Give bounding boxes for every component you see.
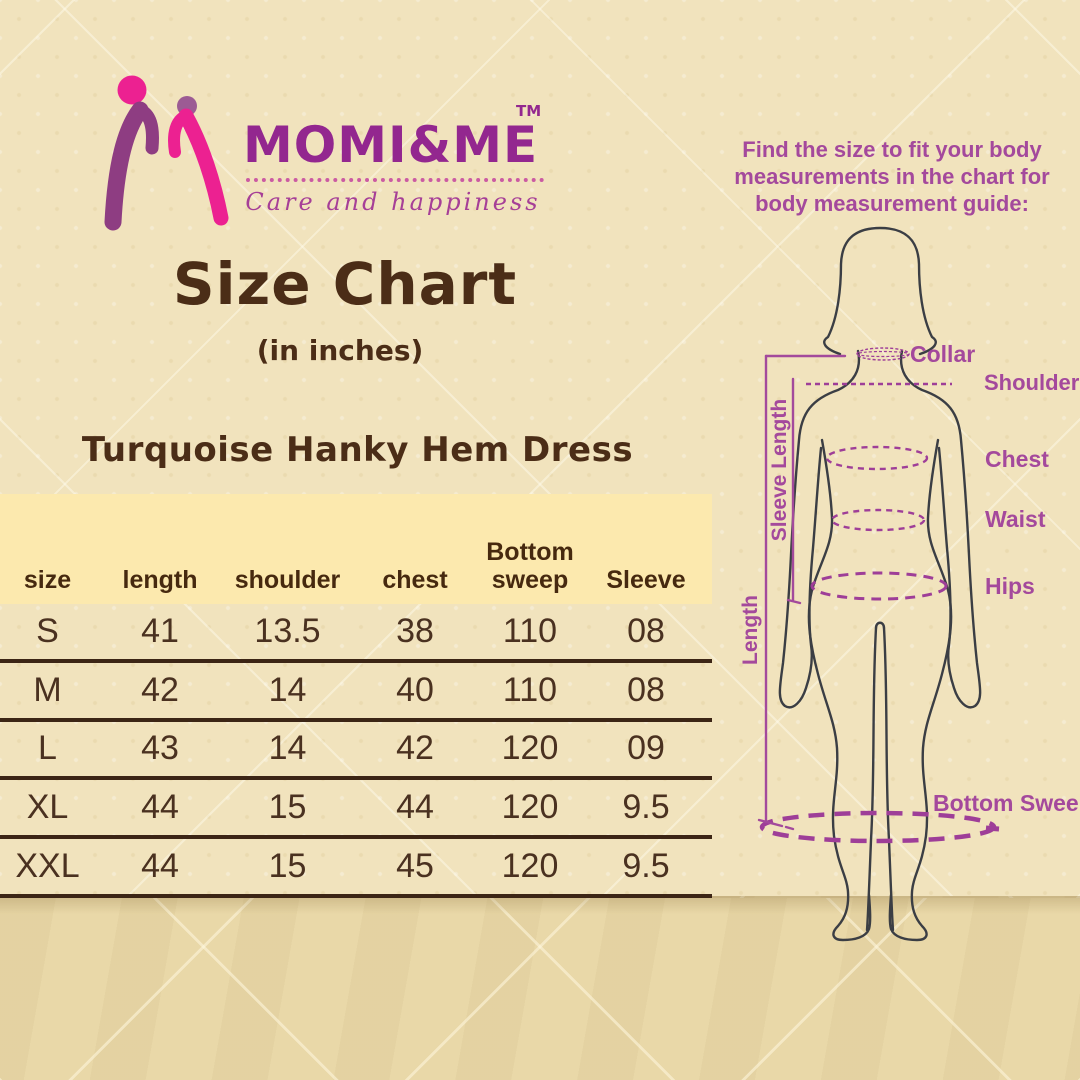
- cell-shoulder: 13.5: [254, 611, 321, 650]
- mom-arm-icon: [133, 103, 159, 155]
- table-row: M 42 14 40 110 08: [0, 663, 712, 722]
- measurement-dashes: [759, 347, 1000, 844]
- trademark-symbol: TM: [516, 102, 542, 120]
- child-body-icon: [178, 108, 229, 226]
- cell-length: 42: [141, 670, 179, 709]
- column-header-length: length: [122, 566, 198, 594]
- cell-length: 44: [141, 847, 179, 886]
- shoulder-label: Shoulder: [984, 370, 1080, 395]
- length-label: Length: [739, 595, 762, 665]
- cell-bottom-sweep: 110: [502, 611, 558, 650]
- chest-ellipse: [825, 445, 929, 471]
- brand-divider: [246, 178, 544, 182]
- cell-sleeve: 9.5: [622, 847, 670, 886]
- measurement-lines: [757, 354, 847, 831]
- cell-bottom-sweep: 120: [501, 788, 559, 827]
- length-bottom-tick: [757, 818, 795, 831]
- cell-chest: 44: [396, 788, 434, 827]
- cell-bottom-sweep: 120: [501, 847, 559, 886]
- floor: [0, 896, 1080, 1080]
- cell-size: M: [33, 670, 62, 709]
- cell-sleeve: 09: [627, 729, 665, 768]
- instruction-line: body measurement guide:: [755, 191, 1029, 216]
- chest-label: Chest: [985, 446, 1049, 472]
- instruction-line: measurements in the chart for: [734, 164, 1050, 189]
- collar-ellipse-inner: [856, 350, 910, 358]
- cell-bottom-sweep: 120: [501, 729, 559, 768]
- cell-bottom-sweep: 110: [502, 670, 558, 709]
- cell-sleeve: 08: [627, 611, 665, 650]
- waist-ellipse: [830, 508, 926, 532]
- size-table-body: S 41 13.5 38 110 08 M 42 14 40 110 08 L …: [0, 604, 712, 898]
- hips-ellipse: [810, 571, 948, 601]
- cell-chest: 40: [396, 670, 434, 709]
- cell-shoulder: 14: [268, 729, 307, 768]
- column-header-sleeve: Sleeve: [606, 566, 686, 594]
- cell-sleeve: 9.5: [622, 788, 670, 827]
- hips-label: Hips: [985, 573, 1035, 599]
- brand-tagline: Care and happiness: [245, 188, 541, 216]
- brand-logo-icon: [104, 75, 229, 231]
- collar-label: Collar: [910, 341, 975, 367]
- cell-shoulder: 14: [268, 670, 307, 709]
- diagram-labels: Collar Shoulder Chest Waist Hips Bottom …: [739, 341, 1080, 816]
- cell-sleeve: 08: [627, 670, 665, 709]
- mom-body-icon: [104, 101, 149, 231]
- cell-length: 41: [141, 611, 179, 650]
- product-name: Turquoise Hanky Hem Dress: [81, 430, 634, 470]
- column-header-chest: chest: [382, 566, 448, 594]
- body-silhouette: [778, 226, 982, 942]
- table-row: XXL 44 15 45 120 9.5: [0, 839, 712, 898]
- cell-size: XXL: [15, 847, 80, 886]
- waist-label: Waist: [985, 506, 1046, 532]
- mom-head-icon: [117, 75, 147, 105]
- cell-chest: 38: [396, 611, 434, 650]
- column-header-shoulder: shoulder: [234, 566, 341, 594]
- cell-size: L: [38, 729, 57, 768]
- cell-size: XL: [26, 788, 69, 827]
- cell-size: S: [36, 611, 59, 650]
- table-row: XL 44 15 44 120 9.5: [0, 780, 712, 840]
- instruction-line: Find the size to fit your body: [742, 137, 1042, 162]
- column-header-bottom-sweep: Bottom sweep: [486, 538, 574, 594]
- cell-length: 44: [141, 788, 179, 827]
- guide-instruction: Find the size to fit your body measureme…: [712, 136, 1072, 217]
- sleeve-length-tick: [786, 598, 802, 605]
- cell-chest: 45: [396, 847, 434, 886]
- cell-shoulder: 15: [268, 788, 307, 827]
- bottom-sweep-arrow: [985, 825, 1000, 832]
- cell-shoulder: 15: [268, 847, 307, 886]
- page-title: Size Chart: [172, 250, 518, 318]
- brand-name: MOMI&ME: [243, 116, 539, 174]
- table-row: L 43 14 42 120 09: [0, 722, 712, 781]
- table-row: S 41 13.5 38 110 08: [0, 604, 712, 663]
- bottom-sweep-label: Bottom Sweep: [933, 790, 1080, 816]
- bottom-sweep-ellipse: [759, 810, 997, 844]
- sleeve-length-label: Sleeve Length: [768, 399, 791, 541]
- body-measurement-diagram: Collar Shoulder Chest Waist Hips Bottom …: [739, 226, 1080, 942]
- size-table-header: size length shoulder chest Bottom sweep …: [0, 494, 712, 604]
- unit-note: (in inches): [256, 334, 424, 367]
- cell-chest: 42: [396, 729, 434, 768]
- column-header-size: size: [23, 566, 72, 594]
- cell-length: 43: [141, 729, 179, 768]
